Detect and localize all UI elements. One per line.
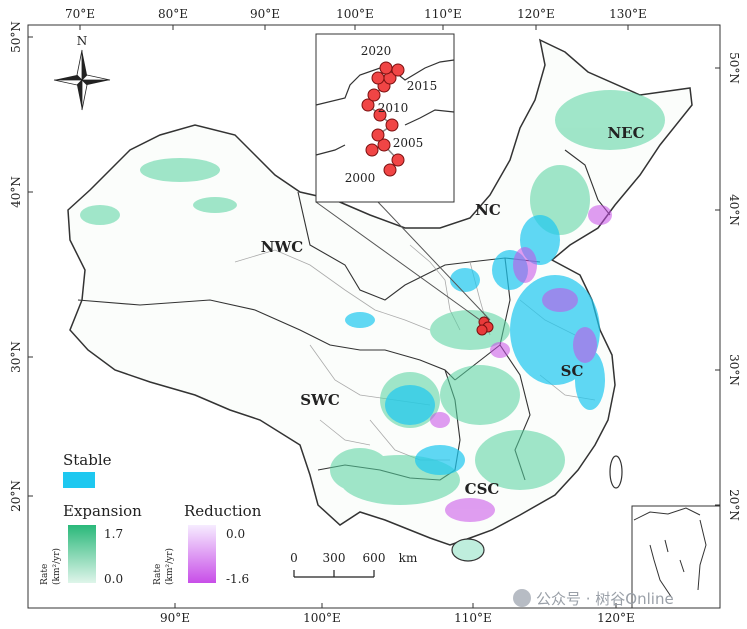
left-lat-tick: 50°N (9, 21, 23, 53)
top-lon-tick: 130°E (609, 7, 647, 21)
bottom-lon-tick: 90°E (160, 611, 190, 625)
legend-stable-label: Stable (63, 451, 112, 469)
inset-year-label: 2015 (407, 79, 438, 93)
reduction-patches (430, 205, 612, 522)
region-label-nc: NC (475, 201, 501, 219)
centroid-marker (476, 316, 494, 336)
inset-year-label: 2005 (393, 136, 424, 150)
legend-expansion-rate-label: Rate (40, 564, 50, 585)
left-lat-tick: 20°N (9, 480, 23, 512)
inset-connector (315, 201, 491, 321)
top-lon-tick: 90°E (250, 7, 280, 21)
bottom-lon-tick: 110°E (454, 611, 492, 625)
legend-expansion-rate-unit: (km²/yr) (51, 548, 62, 585)
legend-reduction-ramp (188, 525, 216, 583)
legend-expansion-label: Expansion (63, 502, 142, 520)
region-label-nwc: NWC (261, 238, 304, 256)
legend-reduction-rate-unit: (km²/yr) (164, 548, 175, 585)
top-lon-tick: 70°E (65, 7, 95, 21)
hainan-island (451, 538, 485, 562)
right-lat-tick: 50°N (727, 52, 741, 84)
north-arrow-icon (53, 49, 111, 111)
watermark-text: 公众号 · 树谷Online (536, 590, 674, 608)
left-lat-tick: 40°N (9, 176, 23, 208)
scale-bar (293, 570, 375, 578)
region-label-swc: SWC (300, 391, 340, 409)
legend-reduction-label: Reduction (184, 502, 262, 520)
inset-year-label: 2020 (361, 44, 392, 58)
legend-expansion-ramp (68, 525, 96, 583)
region-label-csc: CSC (465, 480, 500, 498)
north-label: N (77, 34, 88, 48)
legend-reduction-max: 0.0 (226, 527, 245, 541)
left-lat-tick: 30°N (9, 341, 23, 373)
frame-ticks (28, 25, 720, 608)
taiwan-island (609, 455, 623, 489)
inset-coastline (633, 507, 707, 599)
region-label-nec: NEC (607, 124, 644, 142)
scale-unit-label: km (399, 551, 418, 565)
top-lon-tick: 100°E (336, 7, 374, 21)
centroid-trajectory (361, 61, 405, 177)
region-label-sc: SC (561, 362, 584, 380)
scale-tick-label: 0 (290, 551, 298, 565)
top-lon-tick: 80°E (158, 7, 188, 21)
south-china-sea-inset (631, 505, 721, 609)
inset-year-label: 2000 (345, 171, 376, 185)
scale-tick-label: 600 (363, 551, 386, 565)
top-lon-tick: 110°E (424, 7, 462, 21)
legend-reduction-min: -1.6 (226, 572, 249, 586)
bottom-lon-tick: 120°E (597, 611, 635, 625)
right-lat-tick: 40°N (727, 194, 741, 226)
bottom-lon-tick: 100°E (303, 611, 341, 625)
scale-tick-label: 300 (323, 551, 346, 565)
inset-year-label: 2010 (378, 101, 409, 115)
legend-expansion-max: 1.7 (104, 527, 123, 541)
legend-reduction-rate-label: Rate (153, 564, 163, 585)
legend-stable-swatch (63, 472, 95, 488)
top-lon-tick: 120°E (517, 7, 555, 21)
right-lat-tick: 20°N (727, 489, 741, 521)
watermark: 公众号 · 树谷Online (513, 589, 674, 608)
legend-expansion-min: 0.0 (104, 572, 123, 586)
right-lat-tick: 30°N (727, 354, 741, 386)
